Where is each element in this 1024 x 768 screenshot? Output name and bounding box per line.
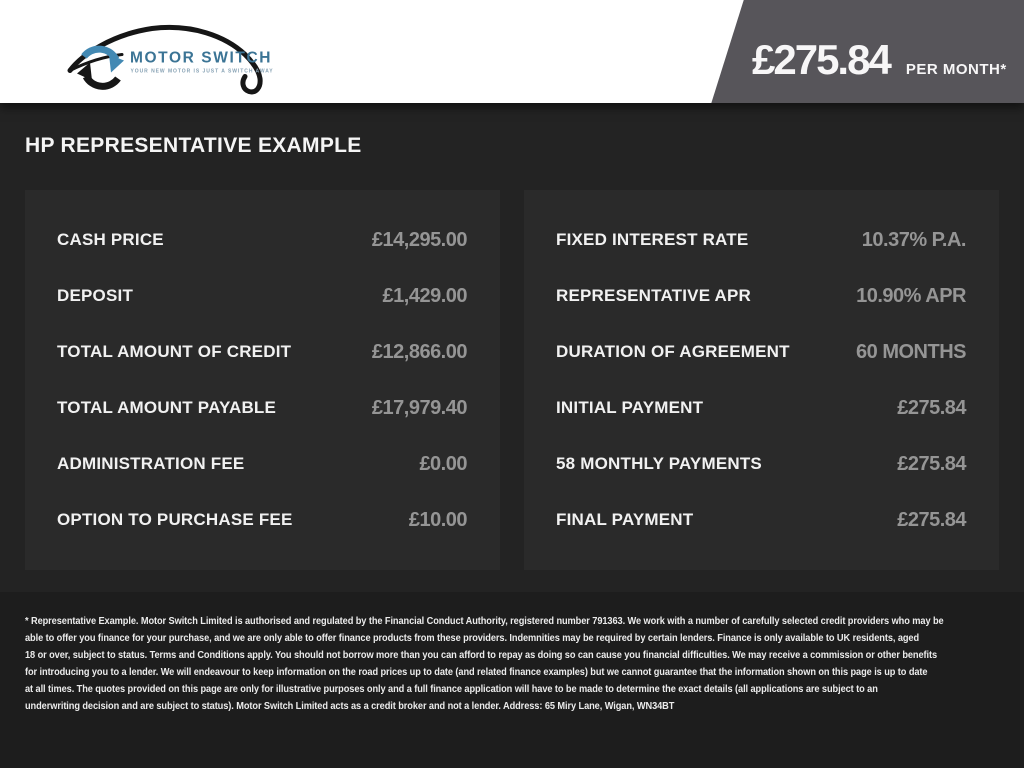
disclaimer-line: 18 or over, subject to status. Terms and… bbox=[25, 649, 938, 661]
header: MOTOR SWITCH YOUR NEW MOTOR IS JUST A SW… bbox=[0, 0, 1024, 103]
table-row: TOTAL AMOUNT OF CREDIT £12,866.00 bbox=[57, 324, 468, 380]
table-row: REPRESENTATIVE APR 10.90% APR bbox=[556, 268, 966, 324]
table-row: FINAL PAYMENT £275.84 bbox=[556, 492, 966, 548]
row-label: CASH PRICE bbox=[57, 230, 164, 249]
row-value: 10.37% P.A. bbox=[861, 228, 967, 251]
logo-tagline-text: YOUR NEW MOTOR IS JUST A SWITCH AWAY bbox=[131, 69, 274, 75]
row-label: DURATION OF AGREEMENT bbox=[556, 342, 790, 361]
disclaimer-line: * Representative Example. Motor Switch L… bbox=[25, 615, 944, 627]
row-label: TOTAL AMOUNT OF CREDIT bbox=[57, 342, 292, 361]
monthly-price: £275.84 bbox=[752, 36, 892, 83]
disclaimer-line: underwriting decision and are subject to… bbox=[25, 700, 675, 712]
disclaimer-line: for introducing you to a lender. We will… bbox=[25, 666, 928, 678]
logo-brand-text: MOTOR SWITCH bbox=[130, 50, 272, 67]
table-row: CASH PRICE £14,295.00 bbox=[57, 212, 468, 268]
finance-panel-right: FIXED INTEREST RATE 10.37% P.A. REPRESEN… bbox=[524, 190, 999, 570]
row-label: ADMINISTRATION FEE bbox=[57, 454, 245, 473]
table-row: TOTAL AMOUNT PAYABLE £17,979.40 bbox=[57, 380, 468, 436]
row-label: TOTAL AMOUNT PAYABLE bbox=[57, 398, 277, 417]
finance-example-section: HP REPRESENTATIVE EXAMPLE CASH PRICE £14… bbox=[0, 103, 1024, 592]
table-row: DURATION OF AGREEMENT 60 MONTHS bbox=[556, 324, 966, 380]
row-value: £275.84 bbox=[897, 508, 966, 531]
table-row: OPTION TO PURCHASE FEE £10.00 bbox=[57, 492, 468, 548]
per-month-label: PER MONTH* bbox=[905, 61, 1007, 78]
row-value: £10.00 bbox=[408, 508, 468, 531]
page-title: HP REPRESENTATIVE EXAMPLE bbox=[25, 134, 362, 157]
swap-arrows-icon bbox=[77, 45, 124, 90]
table-row: 58 MONTHLY PAYMENTS £275.84 bbox=[556, 436, 966, 492]
row-value: 10.90% APR bbox=[856, 284, 966, 307]
row-value: £12,866.00 bbox=[371, 340, 468, 363]
row-label: 58 MONTHLY PAYMENTS bbox=[556, 454, 762, 473]
finance-panels: CASH PRICE £14,295.00 DEPOSIT £1,429.00 … bbox=[25, 190, 999, 570]
row-label: REPRESENTATIVE APR bbox=[556, 286, 752, 305]
motor-switch-logo-graphic: MOTOR SWITCH YOUR NEW MOTOR IS JUST A SW… bbox=[67, 24, 274, 95]
row-value: £0.00 bbox=[419, 452, 467, 475]
table-row: FIXED INTEREST RATE 10.37% P.A. bbox=[556, 212, 967, 268]
row-value: £275.84 bbox=[897, 396, 966, 419]
price-badge: £275.84 PER MONTH* bbox=[711, 0, 1024, 103]
row-value: £17,979.40 bbox=[371, 396, 468, 419]
table-row: ADMINISTRATION FEE £0.00 bbox=[57, 436, 467, 492]
table-row: DEPOSIT £1,429.00 bbox=[57, 268, 468, 324]
row-value: £14,295.00 bbox=[371, 228, 468, 251]
disclaimer-line: able to offer you finance for your purch… bbox=[25, 632, 920, 644]
row-value: 60 MONTHS bbox=[856, 340, 966, 363]
row-value: £275.84 bbox=[897, 452, 966, 475]
row-value: £1,429.00 bbox=[382, 284, 468, 307]
disclaimer-line: at all times. The quotes provided on thi… bbox=[25, 683, 878, 695]
table-row: INITIAL PAYMENT £275.84 bbox=[556, 380, 966, 436]
row-label: FIXED INTEREST RATE bbox=[556, 230, 749, 249]
motor-switch-logo[interactable]: MOTOR SWITCH YOUR NEW MOTOR IS JUST A SW… bbox=[60, 8, 280, 98]
row-label: DEPOSIT bbox=[57, 286, 134, 305]
disclaimer-text: * Representative Example. Motor Switch L… bbox=[25, 613, 993, 715]
disclaimer-section: * Representative Example. Motor Switch L… bbox=[0, 592, 1024, 768]
finance-panel-left: CASH PRICE £14,295.00 DEPOSIT £1,429.00 … bbox=[25, 190, 500, 570]
row-label: FINAL PAYMENT bbox=[556, 510, 694, 529]
row-label: OPTION TO PURCHASE FEE bbox=[57, 510, 293, 529]
row-label: INITIAL PAYMENT bbox=[556, 398, 704, 417]
